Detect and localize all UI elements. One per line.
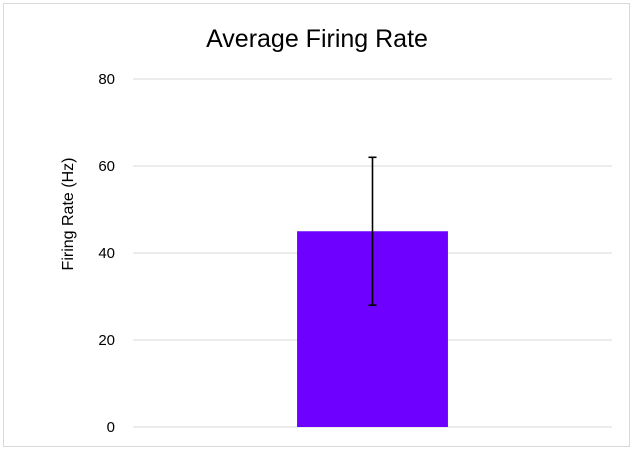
y-tick-label: 60 <box>98 158 115 175</box>
y-axis-label: Firing Rate (Hz) <box>60 158 77 271</box>
y-tick-label: 0 <box>107 419 115 436</box>
chart-title: Average Firing Rate <box>206 25 428 53</box>
y-tick-labels: 0 20 40 60 80 <box>98 71 115 436</box>
y-tick-label: 20 <box>98 332 115 349</box>
error-bars <box>368 156 377 307</box>
y-tick-label: 80 <box>98 71 115 88</box>
y-tick-label: 40 <box>98 245 115 262</box>
